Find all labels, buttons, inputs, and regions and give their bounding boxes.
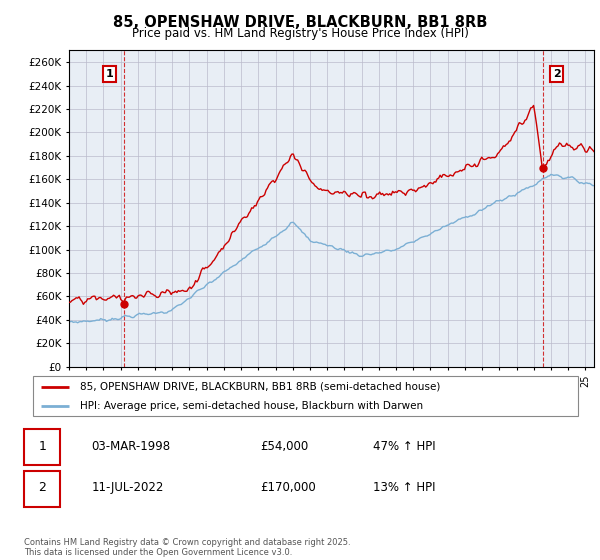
Text: Price paid vs. HM Land Registry's House Price Index (HPI): Price paid vs. HM Land Registry's House … [131, 27, 469, 40]
FancyBboxPatch shape [23, 429, 60, 465]
Text: 2: 2 [553, 69, 560, 79]
Text: 85, OPENSHAW DRIVE, BLACKBURN, BB1 8RB: 85, OPENSHAW DRIVE, BLACKBURN, BB1 8RB [113, 15, 487, 30]
Text: 2: 2 [38, 482, 46, 494]
Text: £170,000: £170,000 [260, 482, 316, 494]
Text: 1: 1 [38, 440, 46, 452]
Text: 1: 1 [106, 69, 113, 79]
Text: 85, OPENSHAW DRIVE, BLACKBURN, BB1 8RB (semi-detached house): 85, OPENSHAW DRIVE, BLACKBURN, BB1 8RB (… [80, 381, 440, 391]
FancyBboxPatch shape [23, 470, 60, 507]
FancyBboxPatch shape [33, 376, 578, 417]
Text: 03-MAR-1998: 03-MAR-1998 [91, 440, 170, 452]
Text: 13% ↑ HPI: 13% ↑ HPI [373, 482, 436, 494]
Text: HPI: Average price, semi-detached house, Blackburn with Darwen: HPI: Average price, semi-detached house,… [80, 401, 423, 411]
Text: 47% ↑ HPI: 47% ↑ HPI [373, 440, 436, 452]
Text: Contains HM Land Registry data © Crown copyright and database right 2025.
This d: Contains HM Land Registry data © Crown c… [24, 538, 350, 557]
Text: 11-JUL-2022: 11-JUL-2022 [91, 482, 164, 494]
Text: £54,000: £54,000 [260, 440, 309, 452]
